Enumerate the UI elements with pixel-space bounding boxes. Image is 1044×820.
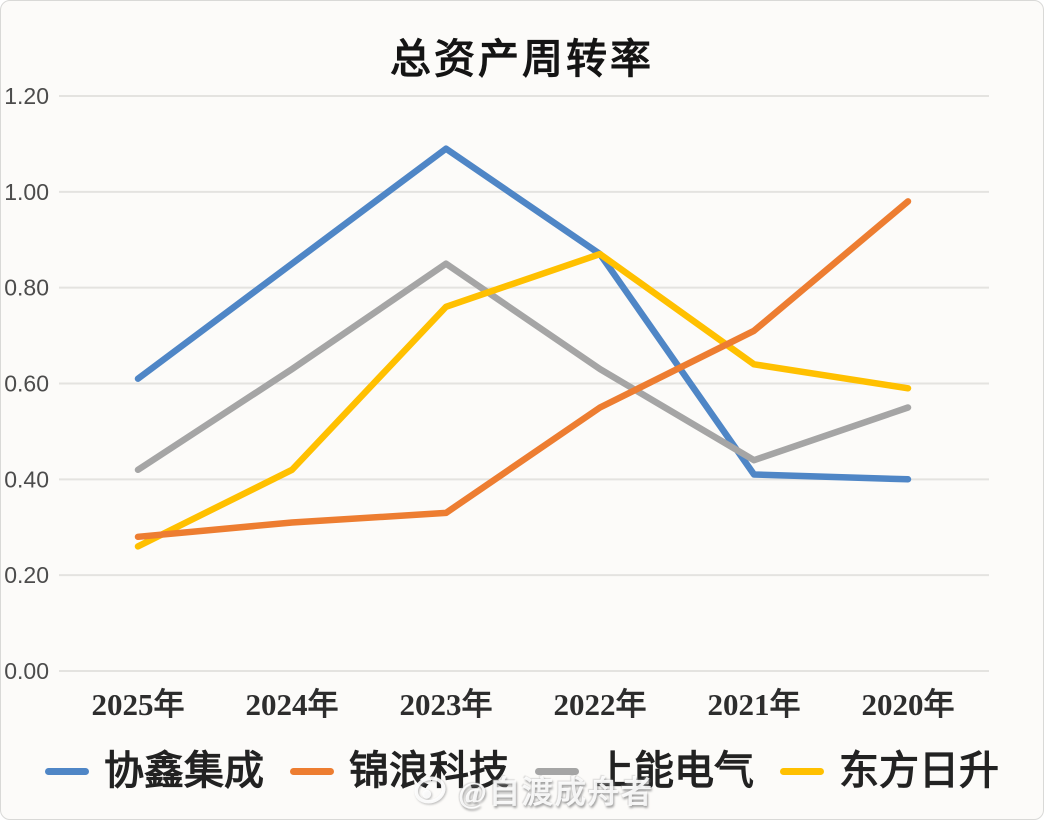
legend-swatch [45, 767, 89, 775]
x-axis-tick-label: 2025年 [92, 687, 185, 722]
legend-item-1: 锦浪科技 [290, 751, 509, 791]
legend-swatch [290, 767, 334, 775]
chart-legend: 协鑫集成 锦浪科技 上能电气 东方日升 [1, 751, 1043, 791]
series-line-0 [134, 145, 912, 483]
series-line-3 [134, 250, 912, 550]
legend-item-0: 协鑫集成 [45, 751, 264, 791]
x-axis-tick-label: 2022年 [554, 687, 647, 722]
legend-swatch [780, 767, 824, 775]
legend-label: 东方日升 [839, 748, 999, 793]
legend-swatch [535, 767, 579, 775]
y-axis-tick-label: 1.20 [4, 83, 49, 109]
y-axis-tick-label: 0.00 [4, 658, 49, 684]
chart-title: 总资产周转率 [390, 36, 654, 82]
legend-label: 上能电气 [594, 748, 754, 793]
series-line-2 [134, 260, 912, 474]
y-axis-tick-label: 0.20 [4, 562, 49, 588]
legend-label: 锦浪科技 [349, 748, 509, 793]
legend-item-2: 上能电气 [535, 751, 754, 791]
y-axis-tick-label: 0.40 [4, 466, 49, 492]
y-axis-tick-label: 0.60 [4, 371, 49, 397]
y-axis-tick-label: 1.00 [4, 179, 49, 205]
x-axis-tick-label: 2024年 [246, 687, 339, 722]
x-axis-tick-label: 2023年 [400, 687, 493, 722]
legend-item-3: 东方日升 [780, 751, 999, 791]
series-line-1 [134, 198, 912, 541]
legend-label: 协鑫集成 [104, 748, 264, 793]
y-axis-tick-label: 0.80 [4, 275, 49, 301]
x-axis-tick-label: 2020年 [862, 687, 955, 722]
x-axis-tick-label: 2021年 [708, 687, 801, 722]
